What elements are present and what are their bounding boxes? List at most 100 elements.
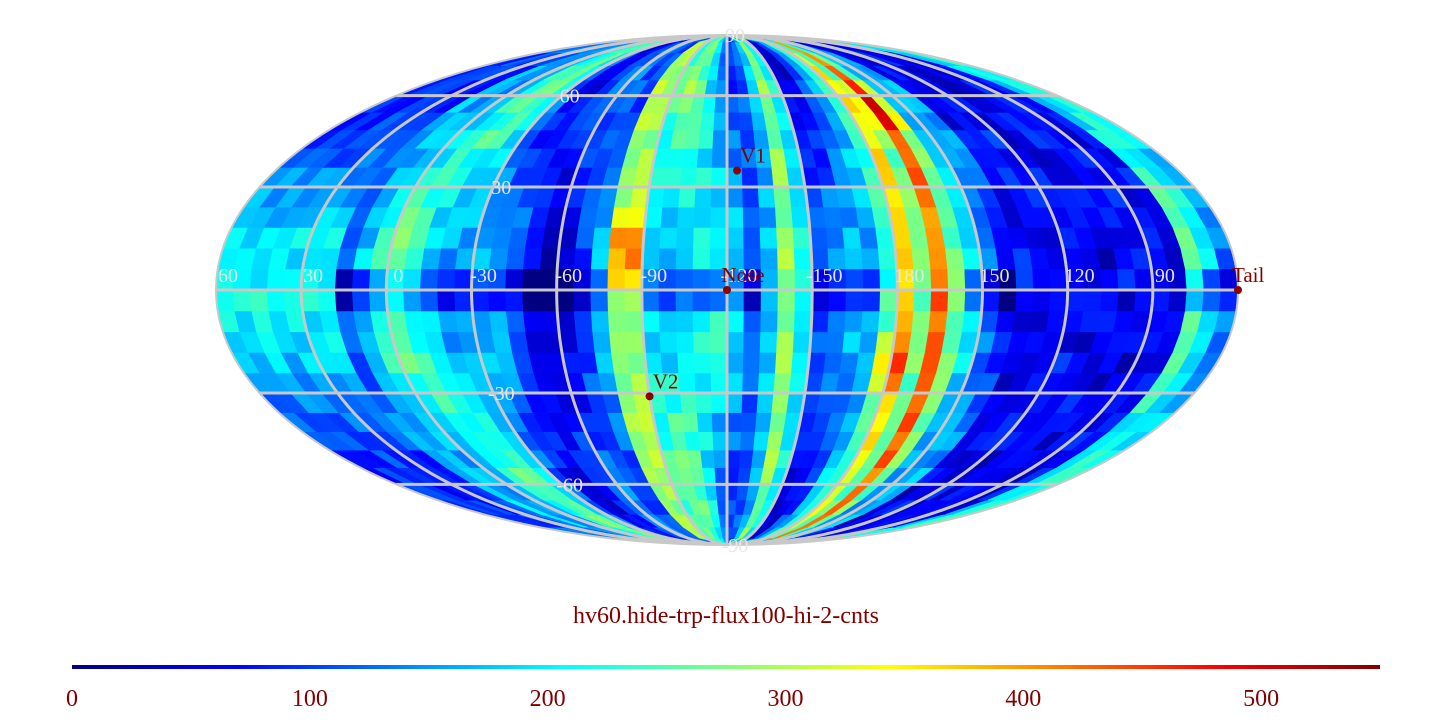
skymap-pixel xyxy=(454,289,473,312)
skymap-pixel xyxy=(216,289,236,312)
skymap-pixel xyxy=(742,372,760,394)
skymap-pixel xyxy=(777,289,796,312)
lon-label: 180 xyxy=(894,265,924,287)
skymap-pixel xyxy=(743,227,761,249)
skymap-pixel xyxy=(698,129,715,149)
skymap-pixel xyxy=(945,247,966,270)
skymap-pixel xyxy=(823,352,843,374)
skymap-pixel xyxy=(658,310,677,333)
skymap-pixel xyxy=(232,289,253,312)
skymap-pixel xyxy=(642,331,662,353)
skymap-pixel xyxy=(437,289,456,312)
skymap-pixel xyxy=(713,112,728,131)
skymap-pixel xyxy=(664,392,683,413)
skymap-pixel xyxy=(609,331,629,353)
skymap-pixel xyxy=(825,331,845,353)
skymap-pixel xyxy=(641,310,661,333)
skymap-pixel xyxy=(810,310,830,333)
skymap-pixel xyxy=(759,331,778,353)
skymap-pixel xyxy=(930,289,949,312)
skymap-pixel xyxy=(714,95,728,113)
markers: V1 Nose V2 Tail xyxy=(645,144,1265,401)
skymap-pixel xyxy=(793,310,813,333)
skymap-pixel xyxy=(437,268,456,291)
skymap-pixel xyxy=(368,289,388,312)
skymap-pixel xyxy=(522,310,543,333)
skymap-pixel xyxy=(403,268,422,291)
skymap-pixel xyxy=(575,331,596,353)
skymap-pixel xyxy=(684,431,701,451)
skymap-pixel xyxy=(774,206,794,228)
skymap-pixel xyxy=(522,247,543,270)
skymap-pixel xyxy=(726,431,742,451)
skymap-pixel xyxy=(726,310,745,333)
skymap-pixel xyxy=(823,206,843,228)
skymap-pixel xyxy=(862,268,881,291)
skymap-pixel xyxy=(862,289,881,312)
skymap-pixel xyxy=(773,372,792,394)
meridian-line xyxy=(726,35,1070,545)
lon-label: -120 xyxy=(721,265,758,287)
skymap-pixel xyxy=(726,467,740,485)
skymap-pixel xyxy=(710,206,728,228)
skymap-pixel xyxy=(678,186,697,208)
skymap-pixel xyxy=(420,268,439,291)
lon-label: -90 xyxy=(640,265,667,287)
skymap-pixel xyxy=(828,289,847,312)
skymap-pixel xyxy=(774,352,794,374)
skymap-pixel xyxy=(624,289,643,312)
skymap-pixel xyxy=(771,392,790,413)
skymap-pixel xyxy=(505,268,524,291)
skymap-pixel xyxy=(726,129,742,149)
skymap-pixel xyxy=(981,289,1000,312)
skymap-pixel xyxy=(611,206,631,228)
lat-label: -30 xyxy=(488,383,515,405)
lat-label: -90 xyxy=(722,535,749,557)
skymap-pixel xyxy=(742,352,761,374)
skymap-pixel xyxy=(625,331,645,353)
skymap-pixel xyxy=(827,310,847,333)
skymap-pixel xyxy=(421,247,442,270)
colorbar xyxy=(72,665,1380,669)
skymap-pixel xyxy=(743,289,762,312)
skymap-pixel xyxy=(658,289,677,312)
skymap-pixel xyxy=(590,268,609,291)
skymap-pixel xyxy=(792,227,812,249)
skymap-pixel xyxy=(1015,268,1034,291)
skymap-pixel xyxy=(928,247,949,270)
skymap-pixel xyxy=(1100,289,1120,312)
skymap-pixel xyxy=(726,352,744,374)
skymap-pixel xyxy=(694,372,712,394)
skymap-pixel xyxy=(759,227,778,249)
skymap-pixel xyxy=(573,289,592,312)
lat-label: 90 xyxy=(725,25,745,47)
skymap-pixel xyxy=(726,186,744,208)
skymap-pixel xyxy=(677,352,696,374)
skymap-pixel xyxy=(666,148,685,168)
skymap-pixel xyxy=(696,412,714,433)
skymap-pixel xyxy=(1066,289,1086,312)
skymap-pixel xyxy=(709,331,728,353)
skymap-pixel xyxy=(438,310,459,333)
skymap-pixel xyxy=(420,289,439,312)
skymap-pixel xyxy=(947,289,966,312)
skymap-pixel xyxy=(777,310,796,333)
lon-label: -30 xyxy=(470,265,497,287)
skymap-pixel xyxy=(777,268,796,291)
graticule-labels: 90 60 30 -30 -60 -90 60 30 0 -30 -60 -90 -120 -150 180… xyxy=(218,25,1175,557)
skymap-pixel xyxy=(700,449,716,469)
skymap-pixel xyxy=(611,352,631,374)
skymap-pixel xyxy=(1083,289,1103,312)
skymap-pixel xyxy=(351,289,371,312)
skymap-pixel xyxy=(368,268,388,291)
skymap-pixel xyxy=(681,412,700,433)
skymap-pixel xyxy=(664,167,683,188)
lon-label: 150 xyxy=(980,265,1010,287)
skymap-pixel xyxy=(776,331,795,353)
skymap-pixel xyxy=(505,310,526,333)
skymap-pixel xyxy=(573,310,593,333)
meridian-line xyxy=(726,35,899,545)
colorbar-tick-label: 100 xyxy=(291,686,328,712)
skymap-pixel xyxy=(713,449,728,469)
